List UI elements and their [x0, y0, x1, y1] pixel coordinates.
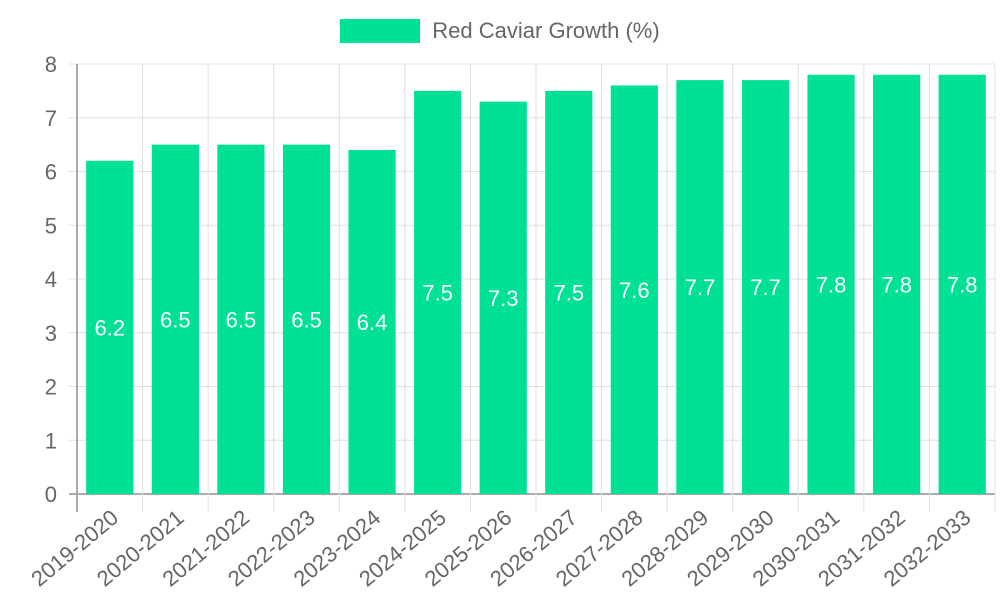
- bar[interactable]: [610, 85, 658, 495]
- y-tick-label: 7: [45, 106, 57, 131]
- bar-value-label: 7.7: [685, 275, 716, 300]
- bar[interactable]: [545, 90, 593, 494]
- bar-value-label: 7.8: [816, 272, 847, 297]
- bar-value-label: 6.5: [226, 307, 257, 332]
- y-tick-label: 2: [45, 375, 57, 400]
- bar[interactable]: [676, 80, 724, 494]
- chart-bars: 6.2 6.5 6.5 6.5 6.4 7.5 7.3 7.5 7.6 7.7 7.7 7.8 7.8 7…: [86, 74, 986, 495]
- bar[interactable]: [873, 74, 921, 494]
- legend-label: Red Caviar Growth (%): [432, 18, 660, 43]
- bar-value-label: 6.5: [160, 307, 191, 332]
- bar-value-label: 6.4: [357, 310, 388, 335]
- y-tick-label: 5: [45, 213, 57, 238]
- bar[interactable]: [348, 150, 396, 494]
- y-tick-label: 1: [45, 428, 57, 453]
- bar[interactable]: [151, 144, 199, 494]
- bar[interactable]: [479, 101, 527, 494]
- bar-value-label: 7.8: [881, 272, 912, 297]
- bar[interactable]: [217, 144, 265, 494]
- bar-value-label: 6.5: [291, 307, 322, 332]
- bar-value-label: 7.3: [488, 286, 519, 311]
- y-tick-label: 3: [45, 321, 57, 346]
- y-tick-label: 8: [45, 52, 57, 77]
- bar[interactable]: [807, 74, 855, 494]
- chart-legend: Red Caviar Growth (%): [0, 18, 1000, 44]
- bar-value-label: 6.2: [94, 315, 125, 340]
- bar[interactable]: [282, 144, 331, 494]
- y-tick-label: 4: [45, 267, 57, 292]
- bar-value-label: 7.6: [619, 278, 650, 303]
- bar-value-label: 7.8: [947, 272, 978, 297]
- y-tick-label: 6: [45, 160, 57, 185]
- bar[interactable]: [414, 90, 462, 494]
- y-tick-label: 0: [45, 482, 57, 507]
- chart-grid: [69, 63, 996, 512]
- bar-value-label: 7.5: [422, 280, 453, 305]
- bar[interactable]: [86, 160, 134, 494]
- bar[interactable]: [741, 80, 790, 494]
- legend-swatch[interactable]: [340, 19, 421, 43]
- bar[interactable]: [938, 74, 986, 494]
- bar-value-label: 7.7: [750, 275, 781, 300]
- bar-value-label: 7.5: [553, 280, 584, 305]
